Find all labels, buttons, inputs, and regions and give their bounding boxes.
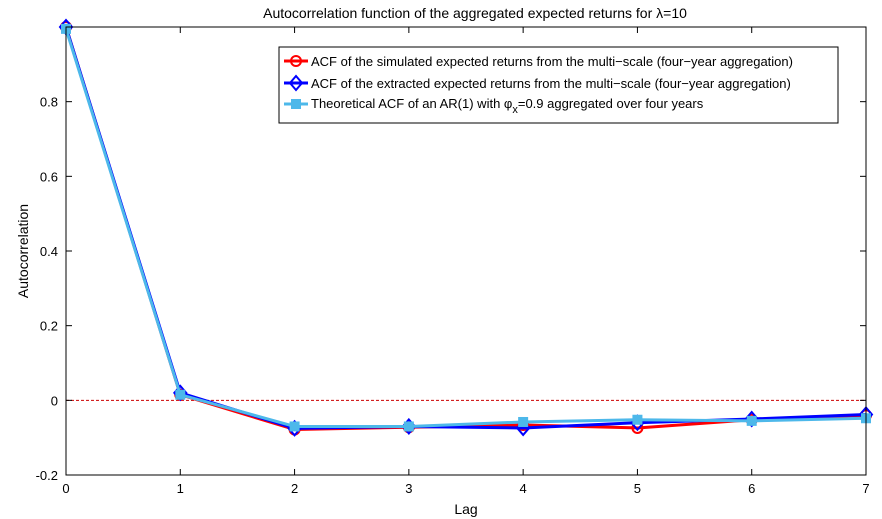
- legend-entry-theoretical: Theoretical ACF of an AR(1) with φx=0.9 …: [284, 96, 704, 116]
- legend-label-theoretical: Theoretical ACF of an AR(1) with φx=0.9 …: [311, 96, 704, 116]
- data-point-theoretical: [289, 421, 300, 432]
- x-tick-label: 6: [748, 481, 755, 496]
- legend-label-simulated: ACF of the simulated expected returns fr…: [311, 54, 793, 69]
- x-tick-label: 3: [405, 481, 412, 496]
- data-point-theoretical: [632, 414, 643, 425]
- y-tick-label: 0.6: [40, 169, 58, 184]
- legend-entry-simulated: ACF of the simulated expected returns fr…: [284, 54, 793, 69]
- data-point-theoretical: [403, 421, 414, 432]
- legend-marker-circle: [290, 55, 302, 67]
- y-tick-label: 0.4: [40, 244, 58, 259]
- legend-entry-extracted: ACF of the extracted expected returns fr…: [284, 74, 791, 92]
- series-line-theoretical: [64, 28, 867, 428]
- x-tick-label: 5: [634, 481, 641, 496]
- legend-marker-diamond: [288, 74, 304, 92]
- x-axis-label: Lag: [454, 501, 477, 517]
- chart-title: Autocorrelation function of the aggregat…: [263, 5, 687, 21]
- y-tick-label: 0: [51, 393, 58, 408]
- legend-marker-square: [291, 99, 301, 109]
- legend: ACF of the simulated expected returns fr…: [278, 46, 839, 124]
- x-tick-label: 1: [177, 481, 184, 496]
- data-point-theoretical: [518, 416, 529, 427]
- y-tick-label: 0.8: [40, 95, 58, 110]
- y-tick-label: 0.2: [40, 319, 58, 334]
- legend-box: [278, 46, 839, 124]
- y-tick-label: -0.2: [36, 468, 58, 483]
- x-tick-label: 4: [520, 481, 527, 496]
- x-tick-label: 0: [62, 481, 69, 496]
- y-axis-label: Autocorrelation: [15, 204, 31, 298]
- x-tick-label: 2: [291, 481, 298, 496]
- data-point-theoretical: [175, 389, 186, 400]
- legend-label-extracted: ACF of the extracted expected returns fr…: [311, 76, 791, 91]
- x-tick-label: 7: [862, 481, 869, 496]
- data-point-theoretical: [746, 415, 757, 426]
